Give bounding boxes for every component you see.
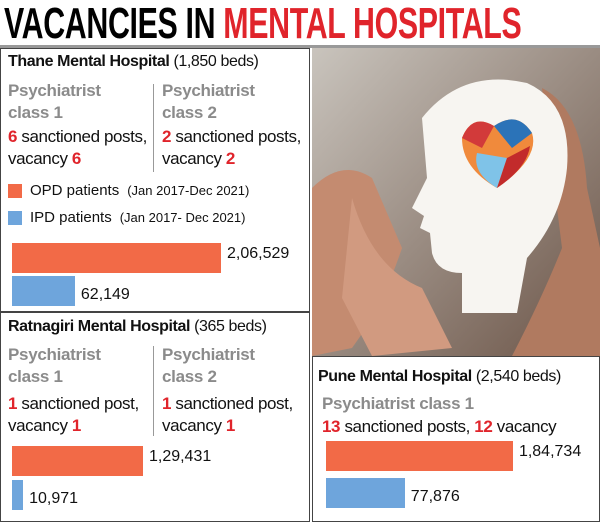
hospital-name: Thane Mental Hospital (1,850 beds) [8, 53, 259, 71]
value-label: 2,06,529 [227, 245, 290, 262]
hospital-box [0, 312, 310, 522]
legend-item: IPD patients (Jan 2017- Dec 2021) [8, 209, 245, 226]
title-rule [0, 45, 600, 48]
post-desc: sanctioned posts, vacancy [8, 127, 147, 168]
legend-swatch [8, 183, 22, 198]
legend-period: (Jan 2017-Dec 2021) [127, 183, 250, 198]
hospital-name: Pune Mental Hospital (2,540 beds) [318, 368, 561, 386]
post-text: 2 sanctioned posts, vacancy 2 [162, 126, 302, 170]
hospital-name: Ratnagiri Mental Hospital (365 beds) [8, 318, 267, 336]
hospital-beds: (1,850 beds) [173, 53, 259, 70]
sanctioned: 2 [162, 127, 172, 146]
hospital-title: Thane Mental Hospital [8, 53, 170, 70]
value-label: 1,84,734 [518, 443, 582, 460]
sanctioned: 1 [8, 394, 18, 413]
title-part: MENTAL HOSPITALS [223, 0, 522, 48]
post-text: 13 sanctioned posts, 12 vacancy [322, 416, 600, 438]
hospital-beds: (365 beds) [194, 318, 267, 335]
legend-swatch [8, 210, 22, 225]
bar [12, 276, 75, 306]
vacancy: 1 [71, 416, 81, 435]
bar [12, 243, 221, 273]
photo [312, 48, 600, 356]
hospital-title: Ratnagiri Mental Hospital [8, 318, 191, 335]
hospital-title: Pune Mental Hospital [318, 368, 472, 385]
sanctioned: 6 [8, 127, 18, 146]
post-text: 6 sanctioned posts, vacancy 6 [8, 126, 148, 170]
post-text: 1 sanctioned post, vacancy 1 [162, 393, 302, 437]
legend-label: OPD patients [30, 182, 120, 199]
vacancy: 6 [71, 149, 81, 168]
post-desc: vacancy [496, 417, 557, 436]
value-label: 62,149 [80, 286, 130, 303]
title-part: VACANCIES IN [4, 0, 216, 48]
bar [326, 441, 513, 471]
bar [12, 446, 143, 476]
role: Psychiatrist class 1 [8, 345, 101, 386]
value-label: 1,29,431 [148, 448, 212, 465]
post-desc: sanctioned post, vacancy [8, 394, 139, 435]
value-label: 10,971 [29, 490, 79, 507]
post-desc: sanctioned post, vacancy [162, 394, 293, 435]
sanctioned: 1 [162, 394, 172, 413]
legend-item: OPD patients (Jan 2017-Dec 2021) [8, 182, 249, 199]
title: VACANCIES IN MENTAL HOSPITALS [4, 0, 522, 48]
role: Psychiatrist class 2 [162, 345, 255, 386]
vacancy: 1 [225, 416, 235, 435]
hospital-beds: (2,540 beds) [475, 368, 561, 385]
legend-period: (Jan 2017- Dec 2021) [119, 210, 246, 225]
post-desc: sanctioned posts, [344, 417, 470, 436]
post-text: 1 sanctioned post, vacancy 1 [8, 393, 148, 437]
post-desc: sanctioned posts, vacancy [162, 127, 301, 168]
value-label: 77,876 [410, 488, 460, 505]
bar [12, 480, 24, 510]
legend-label: IPD patients [30, 209, 112, 226]
sanctioned: 13 [322, 417, 341, 436]
divider [153, 84, 154, 172]
vacancy: 2 [225, 149, 235, 168]
vacancy: 12 [474, 417, 493, 436]
role: Psychiatrist class 2 [162, 81, 255, 122]
divider [153, 346, 154, 436]
role: Psychiatrist class 1 [322, 394, 474, 413]
role: Psychiatrist class 1 [8, 81, 101, 122]
bar [326, 478, 405, 508]
